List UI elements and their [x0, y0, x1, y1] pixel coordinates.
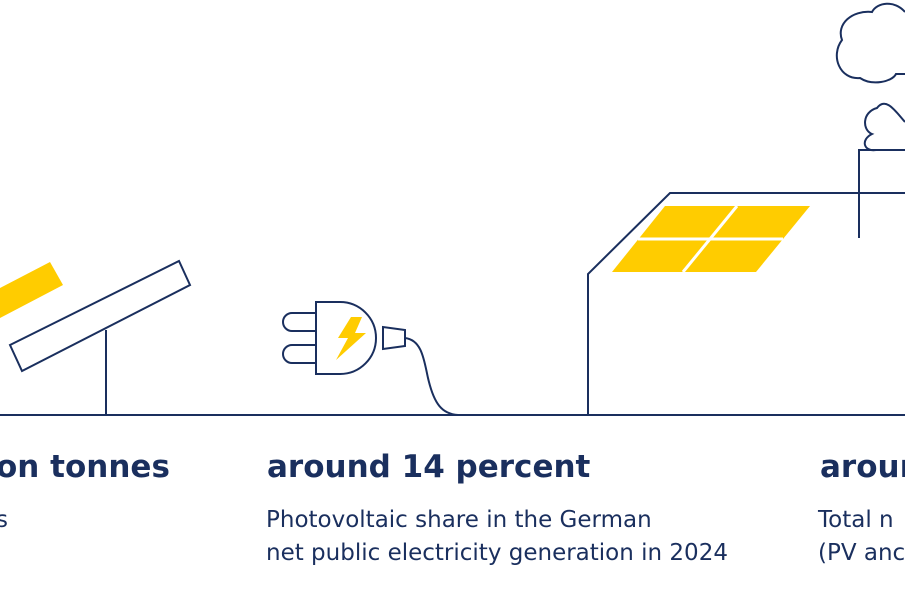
stat-description-line: s — [0, 507, 8, 533]
stat-description-1: s — [0, 504, 8, 537]
stat-description-line: Photovoltaic share in the German — [266, 507, 652, 533]
solar-panel-icon — [0, 259, 192, 415]
chimney-smoke-icon — [835, 2, 905, 238]
stat-description-line: (PV anc — [818, 540, 905, 566]
stat-description-line: Total n — [818, 507, 894, 533]
stat-title-3: aroun — [820, 449, 905, 485]
stat-description-2: Photovoltaic share in the German net pub… — [266, 504, 728, 570]
lightning-bolt-icon — [336, 317, 366, 360]
stat-title-2: around 14 percent — [267, 449, 591, 485]
stat-title-1: on tonnes — [0, 449, 170, 485]
stat-description-line: net public electricity generation in 202… — [266, 540, 728, 566]
house-with-solar-roof-icon — [587, 192, 905, 415]
stat-description-3: Total n (PV anc — [818, 504, 905, 570]
power-plug-icon — [282, 301, 459, 416]
